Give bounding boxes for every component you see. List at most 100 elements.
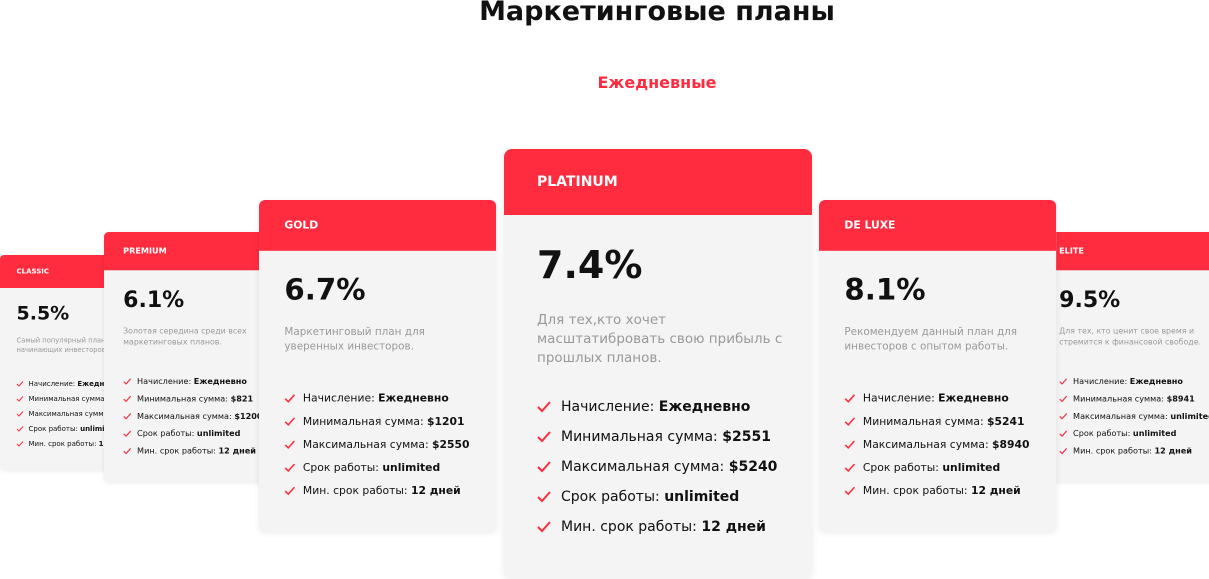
feature-row: Мин. срок работы: 12 дней (537, 519, 766, 535)
plan-card: ELITE 9.5% Для тех, кто ценит свое время и… (1040, 232, 1209, 482)
feature-label: Минимальная сумма: (28, 395, 107, 403)
check-icon (1059, 430, 1068, 438)
feature-value: unlimited (196, 429, 241, 439)
feature-label: Мин. срок работы: (1073, 446, 1152, 456)
plan-card: GOLD 6.7% Маркетинговый план для уверенных… (259, 200, 497, 532)
check-icon (537, 491, 551, 503)
feature-label: Мин. срок работы: (302, 484, 408, 498)
check-icon (284, 486, 295, 496)
feature-label: Срок работы: (28, 425, 78, 433)
feature-value: Ежедневно (77, 380, 124, 388)
feature-value: 12 дней (410, 484, 461, 498)
plan-description: Самый популярный план для начинающих инв… (16, 336, 121, 355)
check-icon (844, 417, 855, 426)
check-icon (16, 381, 24, 387)
feature-row: Мин. срок работы: 12 дней (123, 447, 256, 456)
feature-value: $1200 (234, 411, 263, 422)
feature-row: Срок работы: unlimited (1059, 429, 1176, 438)
feature-value: Ежедневно (193, 377, 247, 387)
feature-row: Мин. срок работы: 12 дней (284, 484, 461, 498)
feature-row: Мин. срок работы: 12 дней (1059, 447, 1192, 456)
plan-card: DE LUXE 8.1% Рекомендуем данный план для и… (819, 200, 1057, 532)
feature-value: Ежедневно (658, 399, 751, 415)
plan-name: PREMIUM (104, 232, 283, 271)
period-tab[interactable]: Ежедневные (597, 73, 717, 92)
feature-label: Срок работы: (1073, 429, 1131, 439)
feature-label: Срок работы: (862, 461, 939, 475)
feature-value: $8941 (1166, 394, 1195, 404)
check-icon (1059, 447, 1068, 455)
check-icon (537, 431, 551, 443)
check-icon (16, 426, 24, 432)
check-icon (284, 417, 295, 426)
check-icon (123, 430, 132, 438)
feature-label: Срок работы: (561, 489, 660, 505)
feature-row: Минимальная сумма: $8941 (1059, 394, 1195, 404)
feature-row: Начисление: Ежедневно (844, 392, 1009, 405)
feature-value: 12 дней (970, 484, 1021, 498)
feature-row: Срок работы: unlimited (284, 462, 440, 474)
check-icon (537, 521, 551, 533)
feature-value: $2550 (432, 438, 470, 452)
feature-value: unlimited (1132, 429, 1177, 439)
feature-label: Мин. срок работы: (561, 519, 697, 535)
check-icon (16, 411, 24, 417)
feature-label: Начисление: (28, 380, 76, 388)
plan-rate: 8.1% (844, 272, 926, 307)
plan-rate: 6.1% (123, 286, 185, 313)
check-icon (537, 401, 551, 413)
check-icon (16, 441, 24, 447)
check-icon (123, 395, 132, 403)
check-icon (537, 461, 551, 473)
check-icon (1059, 378, 1068, 385)
feature-value: unlimited (664, 489, 740, 505)
feature-value: Ежедневно (1129, 377, 1183, 387)
feature-label: Мин. срок работы: (137, 446, 216, 456)
feature-row: Мин. срок работы: 12 дней (844, 484, 1021, 498)
check-icon (1059, 413, 1068, 420)
plan-rate: 5.5% (16, 302, 70, 324)
check-icon (16, 396, 24, 402)
feature-value: $1201 (427, 415, 465, 428)
plan-name: DE LUXE (819, 200, 1057, 251)
feature-value: unlimited (942, 461, 1001, 475)
feature-label: Начисление: (302, 392, 375, 405)
feature-row: Максимальная сумма: $5240 (537, 459, 777, 475)
check-icon (1059, 395, 1068, 403)
feature-value: $5241 (987, 415, 1025, 428)
feature-row: Максимальная сумма: unlimited (1059, 412, 1209, 421)
feature-label: Срок работы: (137, 429, 195, 439)
check-icon (284, 394, 295, 403)
check-icon (844, 440, 855, 450)
feature-value: unlimited (1170, 411, 1209, 422)
feature-label: Максимальная сумма: (1073, 411, 1168, 422)
feature-value: $5240 (728, 459, 778, 475)
feature-row: Начисление: Ежедневно (537, 399, 750, 415)
feature-label: Максимальная сумма: (28, 410, 111, 418)
feature-row: Срок работы: unlimited (123, 429, 240, 438)
feature-value: Ежедневно (378, 392, 449, 405)
feature-row: Начисление: Ежедневно (16, 380, 124, 388)
feature-label: Максимальная сумма: (302, 438, 429, 452)
feature-label: Начисление: (1073, 377, 1128, 387)
feature-row: Минимальная сумма: $1201 (284, 415, 465, 428)
feature-label: Начисление: (561, 399, 655, 415)
feature-label: Максимальная сумма: (137, 411, 232, 422)
feature-value: $821 (230, 394, 254, 404)
check-icon (844, 463, 855, 473)
feature-value: unlimited (382, 461, 441, 475)
check-icon (844, 394, 855, 403)
check-icon (284, 463, 295, 473)
plan-description: Золотая середина среди всех маркетинговы… (123, 326, 247, 347)
feature-row: Максимальная сумма: $1200 (123, 411, 263, 422)
feature-label: Минимальная сумма: (1073, 394, 1164, 404)
feature-label: Срок работы: (302, 461, 379, 475)
plan-card: PLATINUM 7.4% Для тех,кто хочет масштатибр… (504, 149, 812, 579)
feature-value: 12 дней (218, 446, 256, 456)
feature-row: Срок работы: unlimited (537, 489, 739, 505)
feature-value: Ежедневно (938, 392, 1009, 405)
plan-rate: 6.7% (284, 272, 366, 307)
feature-row: Максимальная сумма: $8940 (844, 439, 1030, 451)
plan-description: Рекомендуем данный план для инвесторов с… (844, 325, 1018, 353)
plan-name: PLATINUM (504, 149, 812, 215)
